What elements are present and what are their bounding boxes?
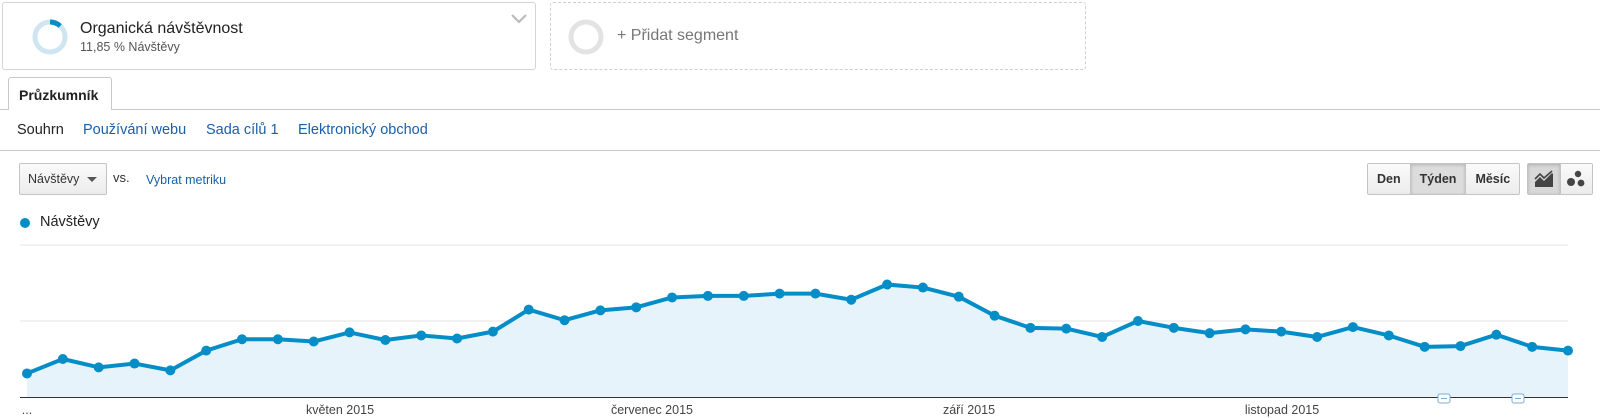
data-point: [1383, 330, 1394, 341]
x-tick-label: září 2015: [943, 403, 995, 417]
tab-divider: [0, 109, 1600, 110]
motion-chart-icon[interactable]: [1560, 164, 1592, 194]
data-point: [631, 302, 642, 313]
data-point: [774, 288, 785, 299]
data-point: [917, 282, 928, 293]
select-metric-link[interactable]: Vybrat metriku: [146, 173, 227, 187]
data-point: [1563, 345, 1573, 356]
metric-select-value: Návštěvy: [28, 172, 80, 186]
data-point: [1312, 331, 1323, 342]
subnav-item-site-usage[interactable]: Používání webu: [83, 122, 187, 138]
data-point: [452, 333, 463, 344]
metric-select[interactable]: Návštěvy: [19, 163, 107, 195]
tab-explorer-label: Průzkumník: [19, 87, 99, 103]
data-point: [1132, 316, 1143, 326]
segment-share-ring-icon: [32, 19, 68, 55]
visits-line-chart: ... květen 2015 červenec 2015 září 2015 list…: [20, 244, 1573, 417]
caret-down-icon: [87, 177, 97, 182]
data-point: [237, 334, 248, 345]
data-point: [1491, 329, 1502, 340]
subnav-item-goal-set-1[interactable]: Sada cílů 1: [206, 122, 279, 138]
data-point: [380, 335, 391, 345]
data-point: [1419, 341, 1430, 352]
data-point: [1527, 341, 1538, 352]
vs-label: vs.: [113, 170, 130, 185]
data-point: [523, 304, 534, 315]
data-point: [344, 327, 355, 338]
period-day-button[interactable]: Den: [1368, 164, 1411, 194]
data-point: [1276, 326, 1287, 337]
segment-subtitle: 11,85 % Návštěvy: [80, 40, 180, 54]
data-point: [559, 315, 570, 326]
data-point: [1025, 322, 1036, 333]
data-point: [487, 326, 498, 337]
subnav-item-ecommerce[interactable]: Elektronický obchod: [298, 122, 428, 138]
data-point: [272, 334, 283, 345]
chevron-down-icon[interactable]: [509, 9, 529, 29]
data-point: [1168, 322, 1179, 333]
segment-name: Organická návštěvnost: [80, 20, 243, 37]
chart-type-toggle: [1527, 163, 1593, 195]
data-point: [702, 290, 713, 301]
period-month-button[interactable]: Měsíc: [1466, 164, 1520, 194]
data-point: [1061, 323, 1072, 334]
data-point: [989, 310, 1000, 321]
subnav-item-summary[interactable]: Souhrn: [17, 122, 64, 138]
data-point: [22, 368, 32, 379]
period-toggle: Den Týden Měsíc: [1367, 163, 1521, 195]
period-week-button[interactable]: Týden: [1410, 164, 1467, 194]
data-point: [1347, 322, 1358, 333]
data-point: [57, 354, 68, 364]
data-point: [1204, 328, 1215, 339]
series-line: [26, 282, 1569, 376]
data-point: [129, 358, 140, 369]
data-point: [953, 291, 964, 302]
data-point: [846, 294, 857, 305]
series-area: [27, 284, 1568, 397]
data-point: [667, 292, 678, 303]
add-segment-label: + Přidat segment: [617, 27, 739, 44]
data-point: [1240, 324, 1251, 335]
tab-explorer[interactable]: Průzkumník: [8, 77, 112, 110]
empty-segment-ring-icon: [568, 19, 604, 55]
data-point: [201, 345, 212, 356]
data-point: [882, 279, 893, 290]
data-point: [165, 365, 176, 376]
legend-series-label: Návštěvy: [40, 214, 100, 230]
subnav-divider: [0, 150, 1600, 151]
data-point: [1455, 341, 1466, 352]
line-chart-icon[interactable]: [1528, 164, 1561, 194]
x-tick-label: květen 2015: [306, 403, 374, 417]
data-point: [1097, 331, 1108, 342]
x-tick-label: ...: [22, 403, 32, 417]
data-point: [308, 336, 319, 347]
data-point: [93, 362, 104, 373]
segment-card[interactable]: Organická návštěvnost 11,85 % Návštěvy: [2, 2, 536, 70]
data-point: [595, 305, 606, 316]
data-point: [416, 330, 427, 341]
data-point: [738, 290, 749, 301]
data-point: [810, 288, 821, 299]
x-tick-label: listopad 2015: [1245, 403, 1319, 417]
legend-series-dot: [20, 218, 30, 228]
x-tick-label: červenec 2015: [611, 403, 693, 417]
add-segment-button[interactable]: + Přidat segment: [550, 2, 1086, 70]
